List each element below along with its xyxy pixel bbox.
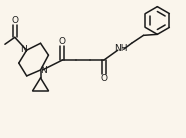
Text: O: O [59,37,66,46]
Text: N: N [40,67,47,75]
Text: O: O [11,16,18,25]
Text: O: O [100,74,107,83]
Text: N: N [20,45,27,54]
Text: NH: NH [114,44,127,53]
